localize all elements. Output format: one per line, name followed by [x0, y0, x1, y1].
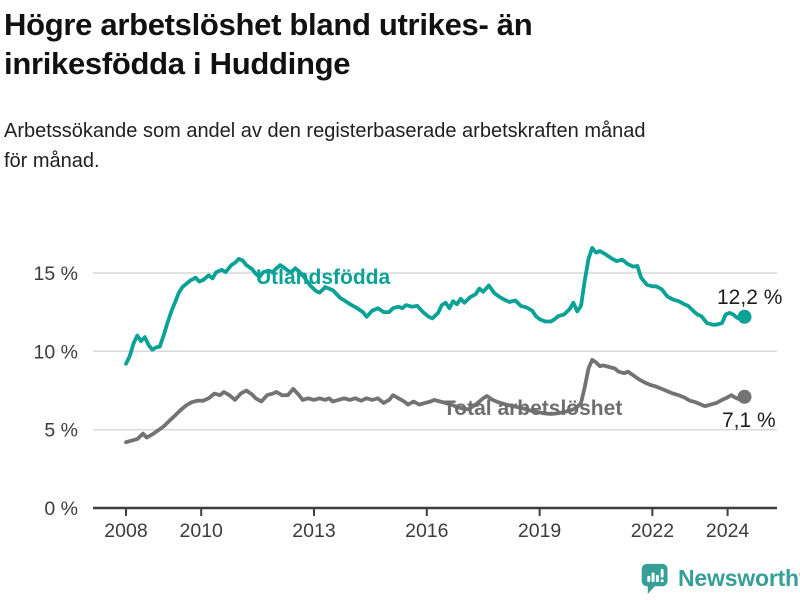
x-tick-label: 2016 [405, 520, 448, 542]
x-tick-label: 2024 [706, 520, 750, 542]
series-label-utlandsfodda: Utlandsfödda [256, 266, 391, 289]
x-tick-label: 2008 [104, 520, 147, 542]
y-tick-label: 5 % [44, 420, 78, 442]
y-tick-label: 0 % [44, 498, 78, 520]
end-value-label-utlandsfodda: 12,2 % [717, 286, 783, 309]
series-end-dot-total [737, 389, 752, 404]
series-label-total-arbetsloshet: Total arbetslöshet [443, 397, 623, 420]
chart-title-line-2: inrikesfödda i Huddinge [4, 46, 351, 81]
y-tick-label: 15 % [34, 263, 78, 285]
series-line-utlandsfodda [124, 245, 747, 366]
chart-subtitle-line-2: för månad. [4, 150, 100, 172]
x-tick-label: 2013 [292, 520, 335, 542]
newsworthy-logo-text: Newsworthy [678, 565, 800, 591]
x-tick-label: 2019 [518, 520, 561, 542]
newsworthy-logo: Newsworthy [640, 562, 800, 595]
x-tick-label: 2010 [180, 520, 224, 542]
series-end-dot-utlandsfodda [737, 309, 752, 324]
chart-subtitle: Arbetssökande som andel av den registerb… [4, 116, 794, 176]
y-tick-label: 10 % [34, 341, 78, 363]
chart-title-line-1: Högre arbetslöshet bland utrikes- än [4, 7, 533, 42]
bar-chart-speech-bubble-icon [641, 563, 668, 594]
series-line-total [124, 357, 747, 445]
end-value-label-total: 7,1 % [722, 409, 776, 432]
x-tick-label: 2022 [631, 520, 674, 542]
chart-title: Högre arbetslöshet bland utrikes- än inr… [4, 5, 704, 83]
chart-subtitle-line-1: Arbetssökande som andel av den registerb… [4, 120, 646, 142]
